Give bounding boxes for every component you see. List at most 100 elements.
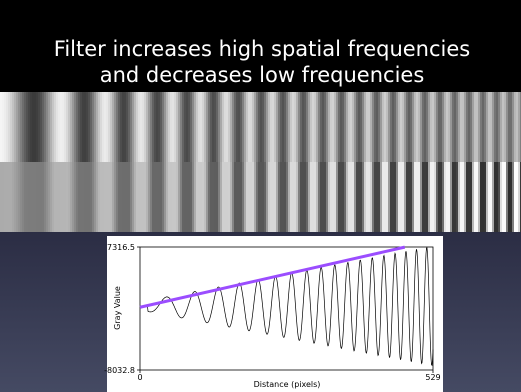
stripe xyxy=(142,92,144,162)
stripe xyxy=(50,92,52,162)
stripe xyxy=(358,92,360,162)
stripe xyxy=(508,92,510,162)
stripe xyxy=(52,92,54,162)
stripe xyxy=(496,92,498,162)
stripe xyxy=(490,92,492,162)
stripe xyxy=(266,92,268,162)
stripe xyxy=(386,162,388,232)
stripe xyxy=(122,92,124,162)
stripe xyxy=(364,162,366,232)
stripe xyxy=(442,162,444,232)
title-line: and decreases low frequencies xyxy=(100,63,425,87)
stripe xyxy=(418,162,420,232)
stripe xyxy=(370,92,372,162)
stripe xyxy=(38,92,40,162)
stripe xyxy=(518,162,520,232)
stripe xyxy=(132,92,134,162)
stripe xyxy=(192,162,194,232)
stripe xyxy=(296,92,298,162)
stripe xyxy=(34,162,36,232)
stripe xyxy=(406,92,408,162)
stripe xyxy=(154,162,156,232)
stripe xyxy=(438,162,440,232)
stripe xyxy=(338,162,340,232)
stripe xyxy=(436,162,438,232)
stripe xyxy=(184,162,186,232)
stripe xyxy=(272,162,274,232)
stripe xyxy=(216,92,218,162)
stripe xyxy=(48,162,50,232)
stripe xyxy=(168,92,170,162)
stripe xyxy=(2,92,4,162)
stripe xyxy=(262,92,264,162)
stripe xyxy=(80,162,82,232)
stripe xyxy=(284,92,286,162)
stripe xyxy=(116,92,118,162)
stripe xyxy=(228,162,230,232)
stripe xyxy=(474,162,476,232)
stripe xyxy=(204,162,206,232)
stripe xyxy=(404,162,406,232)
stripe xyxy=(354,162,356,232)
stripe xyxy=(444,92,446,162)
stripe xyxy=(120,162,122,232)
stripe xyxy=(66,162,68,232)
stripe xyxy=(2,162,4,232)
stripe xyxy=(300,92,302,162)
stripe xyxy=(472,92,474,162)
stripe xyxy=(514,92,516,162)
stripe xyxy=(192,92,194,162)
stripe xyxy=(450,92,452,162)
stripe xyxy=(458,92,460,162)
stripe xyxy=(104,92,106,162)
stripe xyxy=(448,162,450,232)
stripe xyxy=(68,162,70,232)
stripe xyxy=(160,162,162,232)
stripe xyxy=(32,92,34,162)
stripe xyxy=(64,162,66,232)
stripe xyxy=(390,92,392,162)
stripe xyxy=(228,92,230,162)
stripe xyxy=(362,162,364,232)
stripe xyxy=(106,162,108,232)
stripe xyxy=(100,92,102,162)
stripe xyxy=(308,162,310,232)
stripe xyxy=(176,162,178,232)
stripe xyxy=(44,162,46,232)
stripe xyxy=(378,162,380,232)
stripe xyxy=(220,92,222,162)
stripe xyxy=(28,162,30,232)
stripe xyxy=(398,162,400,232)
stripe xyxy=(412,162,414,232)
stripe xyxy=(320,92,322,162)
stripe xyxy=(38,162,40,232)
stripe xyxy=(170,162,172,232)
stripe xyxy=(90,162,92,232)
stripe xyxy=(174,92,176,162)
stripe xyxy=(418,92,420,162)
stripe xyxy=(346,162,348,232)
stripe xyxy=(78,162,80,232)
stripe xyxy=(134,92,136,162)
stripe xyxy=(374,92,376,162)
stripe xyxy=(248,162,250,232)
stripe xyxy=(382,92,384,162)
stripe xyxy=(462,162,464,232)
stripe xyxy=(348,92,350,162)
stripe xyxy=(282,162,284,232)
stripe xyxy=(182,92,184,162)
stripe xyxy=(338,92,340,162)
stripe xyxy=(434,162,436,232)
stripe xyxy=(60,92,62,162)
stripe xyxy=(206,162,208,232)
stripe xyxy=(102,162,104,232)
stripe xyxy=(480,162,482,232)
stripe xyxy=(84,162,86,232)
stripe xyxy=(30,92,32,162)
stripe xyxy=(316,92,318,162)
stripe xyxy=(304,92,306,162)
stripe xyxy=(46,162,48,232)
stripe xyxy=(420,92,422,162)
stripe xyxy=(506,92,508,162)
stripe xyxy=(116,162,118,232)
